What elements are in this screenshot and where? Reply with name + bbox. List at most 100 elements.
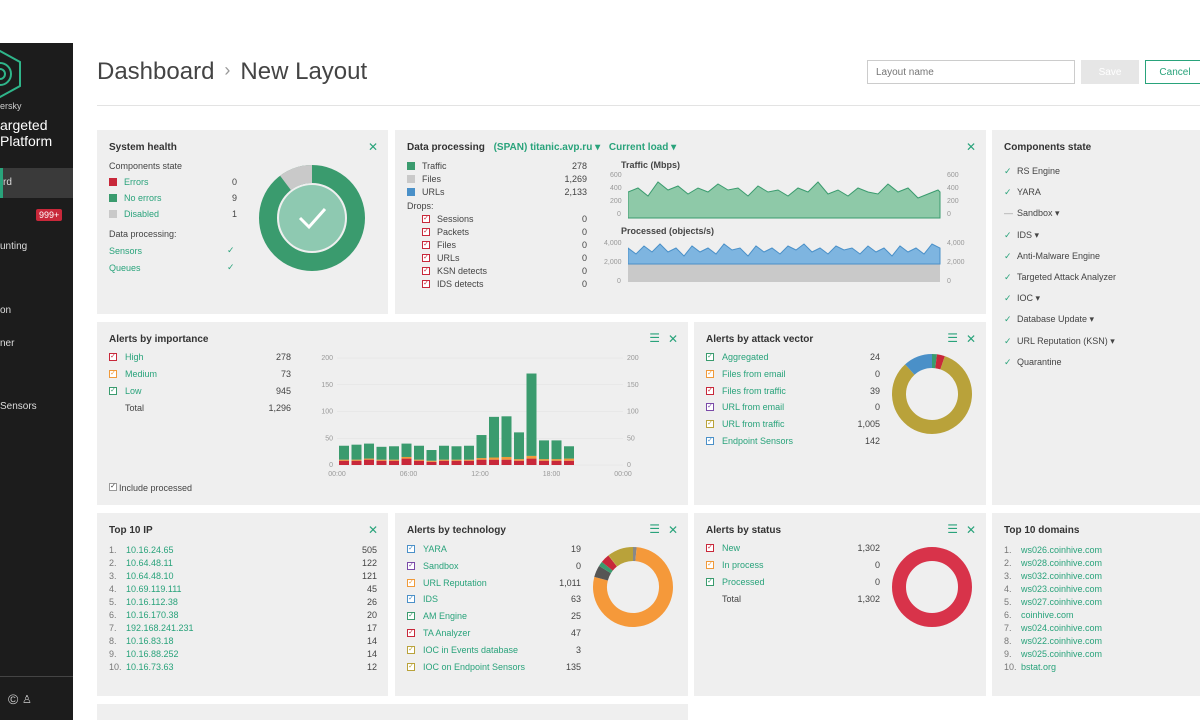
series-label[interactable]: IDS <box>423 594 439 605</box>
component-item[interactable]: Sandbox ▾ <box>1017 208 1060 219</box>
series-checkbox[interactable]: ✓ <box>706 386 714 395</box>
sidebar-item-scanner[interactable]: ner <box>0 338 15 349</box>
series-label[interactable]: Processed <box>722 577 765 587</box>
series-label[interactable]: IOC on Endpoint Sensors <box>423 661 526 672</box>
domain-link[interactable]: ws025.coinhive.com <box>1021 649 1103 659</box>
close-icon[interactable]: ✕ <box>965 523 976 537</box>
drop-checkbox[interactable]: ✓ <box>422 215 430 223</box>
ip-link[interactable]: 10.64.48.11 <box>126 558 173 568</box>
ip-link[interactable]: 10.16.170.38 <box>126 610 179 620</box>
breadcrumb-dashboard[interactable]: Dashboard <box>97 58 215 85</box>
series-label[interactable]: Low <box>125 386 142 396</box>
ip-link[interactable]: 192.168.241.231 <box>126 623 194 633</box>
series-label[interactable]: Files from traffic <box>722 385 786 396</box>
close-icon[interactable]: ✕ <box>667 523 678 537</box>
sidebar-item-threat-hunting[interactable]: unting <box>0 241 28 252</box>
queues-link[interactable]: Queues <box>109 263 141 273</box>
series-label[interactable]: Aggregated <box>722 352 769 362</box>
ip-link[interactable]: 10.64.48.10 <box>126 571 174 581</box>
series-checkbox[interactable]: ✓ <box>407 561 415 570</box>
source-dropdown[interactable]: (SPAN) titanic.avp.ru ▾ <box>493 142 601 153</box>
component-item[interactable]: IDS ▾ <box>1017 229 1040 240</box>
series-checkbox[interactable]: ✓ <box>706 403 714 412</box>
series-label[interactable]: URL from traffic <box>722 419 785 430</box>
legend-label[interactable]: Errors <box>124 177 149 187</box>
domain-link[interactable]: ws023.coinhive.com <box>1021 584 1103 594</box>
mode-dropdown[interactable]: Current load ▾ <box>608 142 677 153</box>
ip-link[interactable]: 10.69.119.111 <box>126 584 182 594</box>
series-label[interactable]: In process <box>722 560 764 570</box>
close-icon[interactable]: ✕ <box>667 332 678 346</box>
series-checkbox[interactable]: ✓ <box>706 420 714 429</box>
drop-checkbox[interactable]: ✓ <box>422 228 430 236</box>
series-checkbox[interactable]: ✓ <box>407 578 415 587</box>
ip-link[interactable]: 10.16.88.252 <box>126 649 179 659</box>
ip-link[interactable]: 10.16.112.38 <box>126 597 178 607</box>
sidebar-item-dashboard[interactable]: rd <box>0 168 73 198</box>
ip-link[interactable]: 10.16.83.18 <box>126 636 174 646</box>
user-icon[interactable]: ♙ <box>22 694 32 706</box>
component-item[interactable]: URL Reputation (KSN) ▾ <box>1017 335 1115 346</box>
sidebar-item-sensors[interactable]: Sensors <box>0 401 37 412</box>
series-label[interactable]: Files from email <box>722 368 786 379</box>
sidebar-item-reaction[interactable]: on <box>0 305 12 316</box>
series-checkbox[interactable]: ✓ <box>706 353 714 361</box>
legend-label[interactable]: No errors <box>124 193 162 203</box>
component-item[interactable]: Quarantine <box>1017 356 1062 367</box>
series-checkbox[interactable]: ✓ <box>407 629 415 637</box>
menu-icon[interactable]: ☰ <box>947 522 958 536</box>
close-icon[interactable]: ✕ <box>965 332 976 346</box>
legend-label[interactable]: Disabled <box>124 209 160 219</box>
series-checkbox[interactable]: ✓ <box>109 353 117 361</box>
series-checkbox[interactable]: ✓ <box>407 645 415 654</box>
include-processed-checkbox[interactable]: ✓ <box>109 483 117 491</box>
series-checkbox[interactable]: ✓ <box>407 612 415 621</box>
ip-link[interactable]: 10.16.24.65 <box>126 545 174 555</box>
series-checkbox[interactable]: ✓ <box>706 561 714 569</box>
domain-link[interactable]: ws027.coinhive.com <box>1021 597 1103 607</box>
component-item[interactable]: Anti-Malware Engine <box>1017 250 1101 261</box>
layout-name-input[interactable] <box>867 60 1075 84</box>
series-checkbox[interactable]: ✓ <box>706 544 714 552</box>
series-label[interactable]: New <box>722 543 741 553</box>
series-checkbox[interactable]: ✓ <box>706 369 714 378</box>
menu-icon[interactable]: ☰ <box>947 331 958 345</box>
drop-checkbox[interactable]: ✓ <box>422 241 430 249</box>
component-item[interactable]: YARA <box>1017 187 1041 198</box>
series-checkbox[interactable]: ✓ <box>706 578 714 586</box>
series-label[interactable]: Endpoint Sensors <box>722 436 794 446</box>
domain-link[interactable]: ws032.coinhive.com <box>1021 571 1103 581</box>
component-item[interactable]: Database Update ▾ <box>1017 314 1095 325</box>
series-label[interactable]: Sandbox <box>423 560 459 571</box>
series-checkbox[interactable]: ✓ <box>407 662 415 671</box>
series-label[interactable]: URL from email <box>722 402 785 413</box>
copyright-icon[interactable]: © <box>8 691 19 707</box>
domain-link[interactable]: ws024.coinhive.com <box>1021 623 1103 633</box>
component-item[interactable]: IOC ▾ <box>1017 293 1041 304</box>
cancel-button[interactable]: Cancel <box>1145 60 1200 84</box>
ip-link[interactable]: 10.16.73.63 <box>126 662 174 672</box>
component-item[interactable]: Targeted Attack Analyzer <box>1017 272 1117 282</box>
drop-checkbox[interactable]: ✓ <box>422 280 430 288</box>
save-button[interactable]: Save <box>1081 60 1139 84</box>
domain-link[interactable]: coinhive.com <box>1021 610 1074 620</box>
series-checkbox[interactable]: ✓ <box>706 437 714 445</box>
series-label[interactable]: Medium <box>125 369 158 379</box>
domain-link[interactable]: ws022.coinhive.com <box>1021 636 1103 646</box>
menu-icon[interactable]: ☰ <box>649 331 660 345</box>
close-icon[interactable]: ✕ <box>367 523 378 537</box>
series-label[interactable]: AM Engine <box>423 611 468 622</box>
close-icon[interactable]: ✕ <box>367 140 378 154</box>
close-icon[interactable]: ✕ <box>965 140 976 154</box>
domain-link[interactable]: ws028.coinhive.com <box>1021 558 1103 568</box>
series-checkbox[interactable]: ✓ <box>109 387 117 395</box>
menu-icon[interactable]: ☰ <box>649 522 660 536</box>
component-item[interactable]: RS Engine <box>1017 166 1061 176</box>
sensors-link[interactable]: Sensors <box>109 246 143 256</box>
series-label[interactable]: URL Reputation <box>423 577 487 588</box>
series-label[interactable]: TA Analyzer <box>423 628 471 638</box>
series-checkbox[interactable]: ✓ <box>407 595 415 604</box>
drop-checkbox[interactable]: ✓ <box>422 267 430 275</box>
drop-checkbox[interactable]: ✓ <box>422 254 430 262</box>
series-label[interactable]: YARA <box>423 544 447 554</box>
